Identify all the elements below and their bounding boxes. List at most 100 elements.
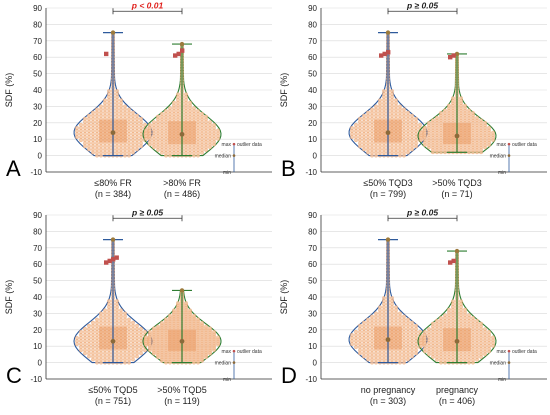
data-point <box>99 357 103 362</box>
data-point <box>378 314 382 319</box>
data-point <box>135 141 139 146</box>
max-marker <box>179 288 185 293</box>
data-point <box>382 302 386 307</box>
data-point <box>410 122 414 127</box>
data-point <box>370 144 374 149</box>
data-point <box>99 314 103 319</box>
data-point <box>95 122 99 127</box>
data-point <box>135 336 139 340</box>
data-point <box>390 150 394 155</box>
data-point <box>139 126 143 130</box>
data-point <box>447 103 451 108</box>
y-tick-label: 90 <box>33 211 42 220</box>
data-point <box>358 129 362 133</box>
data-point <box>79 122 83 127</box>
data-point <box>382 98 386 103</box>
data-point <box>402 360 406 365</box>
data-point <box>358 326 362 331</box>
y-tick-label: 60 <box>33 260 42 269</box>
data-point <box>95 150 99 155</box>
data-point <box>414 333 418 337</box>
data-point <box>374 320 378 325</box>
data-point <box>459 299 463 304</box>
y-tick-label: -10 <box>30 168 42 177</box>
data-point <box>370 354 374 359</box>
data-point <box>370 323 374 328</box>
data-point <box>115 302 119 307</box>
data-point <box>127 345 131 350</box>
data-point <box>394 311 398 316</box>
data-point <box>87 333 91 337</box>
data-point <box>135 122 139 127</box>
data-point <box>394 144 398 149</box>
data-point <box>398 354 402 359</box>
panel-letter: C <box>6 363 22 388</box>
data-point <box>119 357 123 362</box>
data-point <box>370 329 374 334</box>
data-point <box>390 107 394 112</box>
data-point <box>119 104 123 109</box>
data-point <box>79 138 83 143</box>
data-point <box>362 345 366 350</box>
data-point <box>423 330 427 334</box>
data-point <box>435 318 439 323</box>
data-point <box>95 107 99 112</box>
data-point <box>176 301 180 305</box>
data-point <box>144 335 148 340</box>
data-point <box>358 135 362 140</box>
data-point <box>410 336 414 340</box>
data-point <box>204 114 208 119</box>
data-point <box>127 342 131 347</box>
outlier-marker <box>382 51 387 57</box>
data-point <box>471 111 475 115</box>
y-tick-label: 20 <box>33 119 42 128</box>
max-marker <box>110 30 116 35</box>
data-point <box>354 333 358 337</box>
data-point <box>131 122 135 127</box>
data-point <box>370 116 374 121</box>
data-point <box>135 119 139 124</box>
data-point <box>115 110 119 115</box>
legend-max-label: max <box>497 349 507 355</box>
data-point <box>390 92 394 96</box>
category-label: >50% TQD5 <box>157 385 207 395</box>
data-point <box>139 351 143 356</box>
median-marker <box>385 130 391 136</box>
data-point <box>471 316 475 320</box>
panel-d: -10 0 10 20 30 40 50 60 70 80 90 SDF (%) no pregnanc… <box>275 207 550 414</box>
data-point <box>366 132 370 136</box>
data-point <box>374 147 378 152</box>
data-point <box>483 120 487 125</box>
data-point <box>156 114 160 119</box>
data-point <box>95 329 99 334</box>
data-point <box>135 342 139 347</box>
data-point <box>382 147 386 152</box>
data-point <box>414 339 418 343</box>
y-tick-label: 50 <box>308 70 317 79</box>
data-point <box>83 129 87 133</box>
data-point <box>402 144 406 149</box>
data-point <box>406 326 410 331</box>
y-tick-label: 0 <box>38 359 43 368</box>
data-point <box>135 354 139 359</box>
data-point <box>131 320 135 325</box>
category-label: ≤80% FR <box>94 178 132 188</box>
data-point <box>127 135 131 140</box>
data-point <box>358 122 362 127</box>
data-point <box>350 135 354 140</box>
data-point <box>475 116 479 120</box>
data-point <box>123 147 127 152</box>
data-point <box>374 314 378 319</box>
data-point <box>402 147 406 152</box>
data-point <box>378 107 382 112</box>
data-point <box>406 150 410 155</box>
category-label: >50% TQD3 <box>432 178 482 188</box>
data-point <box>483 327 487 332</box>
data-point <box>119 314 123 319</box>
data-point <box>406 329 410 334</box>
data-point <box>410 320 414 325</box>
data-point <box>168 313 172 318</box>
data-point <box>398 113 402 118</box>
data-point <box>378 354 382 359</box>
data-point <box>362 147 366 152</box>
